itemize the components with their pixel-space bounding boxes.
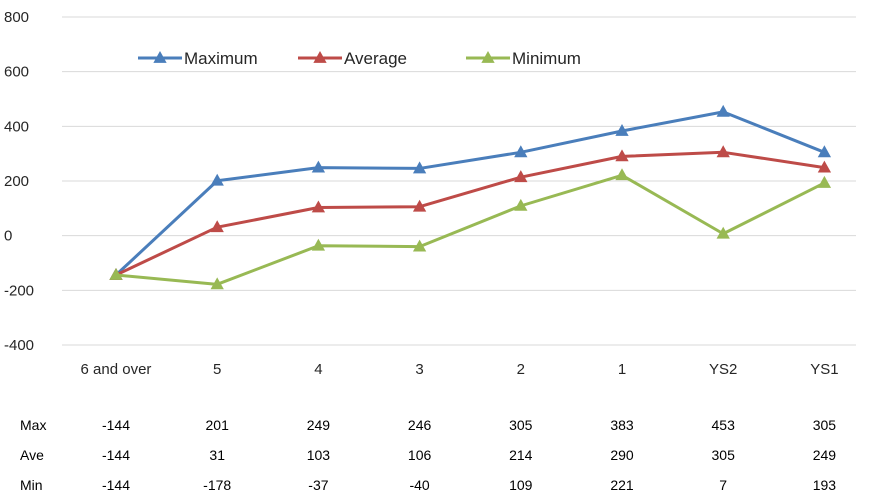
data-point-maximum (210, 173, 224, 186)
data-point-average (514, 170, 528, 183)
series-line-average (115, 150, 825, 277)
legend-marker (313, 51, 327, 63)
series-line-maximum (114, 110, 825, 277)
data-point-average (210, 220, 224, 233)
x-tick-label: 6 and over (81, 361, 152, 378)
data-point-minimum (615, 168, 629, 181)
data-point-maximum (412, 161, 427, 174)
y-tick-label: 400 (4, 118, 29, 135)
y-tick-label: 0 (4, 228, 12, 245)
y-axis-ticks: 800 600 400 200 0 -200 -400 (4, 9, 34, 354)
table-cell: 103 (307, 447, 331, 463)
data-point-average (412, 199, 427, 212)
legend-label: Average (344, 49, 407, 68)
table-cell: 246 (408, 417, 432, 433)
x-tick-label: 2 (517, 361, 525, 378)
data-point-maximum (615, 123, 629, 136)
data-point-maximum (817, 145, 832, 158)
data-point-minimum (412, 239, 427, 252)
table-cell: 31 (209, 447, 225, 463)
data-point-maximum (514, 145, 528, 158)
table-cell: 383 (610, 417, 634, 433)
table-cell: 305 (509, 417, 533, 433)
series-line-minimum (115, 173, 826, 286)
table-cell: -178 (203, 477, 231, 493)
table-cell: 106 (408, 447, 432, 463)
table-cell: 221 (610, 477, 634, 493)
data-point-maximum (311, 160, 326, 173)
x-tick-label: YS1 (810, 361, 838, 378)
data-point-average (817, 160, 832, 173)
legend-label: Minimum (512, 49, 581, 68)
y-tick-label: -400 (4, 337, 34, 354)
table-cell: -144 (102, 447, 130, 463)
data-point-average (615, 149, 629, 162)
table-cell: 305 (813, 417, 837, 433)
gridlines (62, 16, 856, 346)
table-cell: 7 (719, 477, 727, 493)
legend: Maximum Average Minimum (138, 49, 581, 68)
table-cell: -37 (308, 477, 328, 493)
table-cell: 249 (307, 417, 331, 433)
data-point-average (716, 145, 730, 158)
table-cell: 109 (509, 477, 533, 493)
table-cell: 193 (813, 477, 837, 493)
table-cell: 201 (206, 417, 230, 433)
x-tick-label: 4 (314, 361, 322, 378)
x-axis-ticks: 6 and over 5 4 3 2 1 YS2 YS1 (81, 361, 839, 378)
table-cell: -144 (102, 417, 130, 433)
y-tick-label: 800 (4, 9, 29, 26)
table-row-label: Ave (20, 447, 44, 463)
table-cell: -144 (102, 477, 130, 493)
data-table: Max -144 201 249 246 305 383 453 305 Ave -144 31 103… (20, 417, 836, 493)
legend-marker (153, 51, 167, 63)
data-point-maximum (716, 104, 730, 117)
data-point-minimum (109, 268, 123, 280)
y-tick-label: 200 (4, 173, 29, 190)
table-cell: 305 (712, 447, 736, 463)
x-tick-label: YS2 (709, 361, 737, 378)
series-lines (109, 104, 832, 290)
data-point-minimum (817, 175, 832, 188)
data-point-minimum (716, 226, 730, 239)
table-cell: 290 (610, 447, 634, 463)
legend-label: Maximum (184, 49, 258, 68)
x-tick-label: 5 (213, 361, 221, 378)
table-cell: 249 (813, 447, 837, 463)
legend-marker (481, 51, 495, 63)
y-tick-label: 600 (4, 64, 29, 81)
y-tick-label: -200 (4, 282, 34, 299)
table-cell: 453 (712, 417, 736, 433)
table-cell: 214 (509, 447, 533, 463)
x-tick-label: 3 (415, 361, 423, 378)
data-point-minimum (514, 198, 528, 211)
data-point-average (311, 200, 326, 213)
data-point-minimum (210, 277, 224, 290)
table-row-label: Max (20, 417, 46, 433)
table-cell: -40 (409, 477, 429, 493)
data-point-minimum (311, 238, 326, 251)
table-row-label: Min (20, 477, 43, 493)
x-tick-label: 1 (618, 361, 626, 378)
